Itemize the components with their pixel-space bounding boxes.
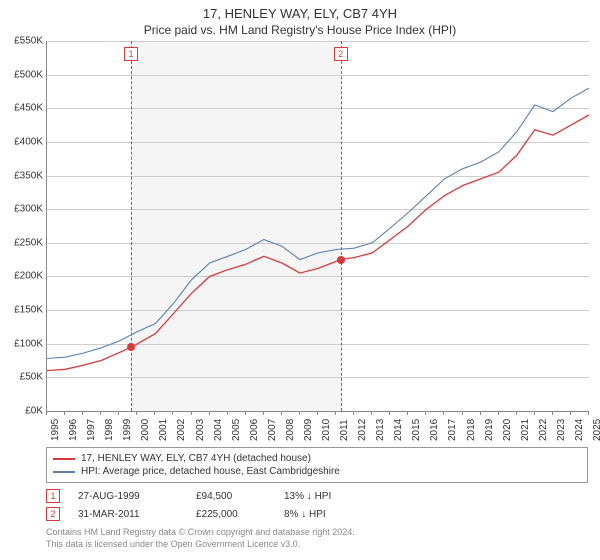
x-axis-label: 2021 (520, 419, 531, 441)
tx-diff: 8% ↓ HPI (284, 509, 326, 520)
y-axis-label: £200K (14, 271, 47, 282)
transactions-table: 1 27-AUG-1999 £94,500 13% ↓ HPI 2 31-MAR… (46, 487, 588, 523)
x-axis-label: 2024 (574, 419, 585, 441)
x-axis-label: 2019 (484, 419, 495, 441)
x-axis-label: 2000 (140, 419, 151, 441)
x-axis-label: 2006 (249, 419, 260, 441)
marker-ref: 1 (46, 489, 60, 503)
x-axis-label: 2009 (303, 419, 314, 441)
legend: 17, HENLEY WAY, ELY, CB7 4YH (detached h… (46, 447, 588, 483)
legend-label: 17, HENLEY WAY, ELY, CB7 4YH (detached h… (81, 453, 311, 464)
legend-item: HPI: Average price, detached house, East… (53, 465, 581, 478)
x-axis-label: 2007 (267, 419, 278, 441)
x-axis-label: 2013 (375, 419, 386, 441)
chart-plot-area: £0K£50K£100K£150K£200K£250K£300K£350K£40… (46, 41, 589, 412)
tx-price: £225,000 (196, 509, 266, 520)
tx-diff: 13% ↓ HPI (284, 491, 331, 502)
chart-marker: 2 (334, 47, 348, 61)
tx-date: 27-AUG-1999 (78, 491, 178, 502)
x-axis-label: 2018 (466, 419, 477, 441)
table-row: 1 27-AUG-1999 £94,500 13% ↓ HPI (46, 487, 588, 505)
x-axis-label: 2010 (321, 419, 332, 441)
legend-item: 17, HENLEY WAY, ELY, CB7 4YH (detached h… (53, 452, 581, 465)
table-row: 2 31-MAR-2011 £225,000 8% ↓ HPI (46, 505, 588, 523)
y-axis-label: £450K (14, 103, 47, 114)
x-axis-label: 2022 (538, 419, 549, 441)
footer-line: Contains HM Land Registry data © Crown c… (46, 527, 588, 539)
y-axis-label: £250K (14, 237, 47, 248)
legend-label: HPI: Average price, detached house, East… (81, 466, 340, 477)
chart-subtitle: Price paid vs. HM Land Registry's House … (0, 21, 600, 41)
x-axis-label: 2025 (592, 419, 600, 441)
x-axis-label: 2017 (447, 419, 458, 441)
x-axis-label: 2016 (429, 419, 440, 441)
tx-price: £94,500 (196, 491, 266, 502)
y-axis-label: £350K (14, 170, 47, 181)
x-axis-label: 1997 (86, 419, 97, 441)
y-axis-label: £500K (14, 69, 47, 80)
x-axis-labels: 1995 1996 1997 1998 1999 2000 2001 2002 2003 2004… (46, 411, 588, 443)
x-axis-label: 2005 (231, 419, 242, 441)
x-axis-label: 2004 (213, 419, 224, 441)
x-axis-label: 2011 (339, 419, 350, 441)
x-axis-label: 2014 (393, 419, 404, 441)
legend-swatch (53, 471, 75, 473)
y-axis-label: £400K (14, 136, 47, 147)
chart-lines (47, 41, 589, 411)
x-axis-label: 1998 (104, 419, 115, 441)
x-axis-label: 2020 (502, 419, 513, 441)
footer-attribution: Contains HM Land Registry data © Crown c… (46, 527, 588, 550)
y-axis-label: £550K (14, 36, 47, 47)
x-axis-label: 1996 (68, 419, 79, 441)
y-axis-label: £0K (25, 406, 47, 417)
legend-swatch (53, 458, 75, 460)
x-axis-label: 2002 (176, 419, 187, 441)
chart-marker: 1 (124, 47, 138, 61)
x-axis-label: 1999 (122, 419, 133, 441)
y-axis-label: £150K (14, 305, 47, 316)
x-axis-label: 1995 (50, 419, 61, 441)
marker-ref: 2 (46, 507, 60, 521)
x-axis-label: 2023 (556, 419, 567, 441)
footer-line: This data is licensed under the Open Gov… (46, 539, 588, 551)
chart-title: 17, HENLEY WAY, ELY, CB7 4YH (0, 0, 600, 21)
x-axis-label: 2003 (195, 419, 206, 441)
y-axis-label: £100K (14, 338, 47, 349)
tx-date: 31-MAR-2011 (78, 509, 178, 520)
y-axis-label: £300K (14, 204, 47, 215)
x-axis-label: 2008 (285, 419, 296, 441)
x-axis-label: 2001 (158, 419, 169, 441)
y-axis-label: £50K (20, 372, 47, 383)
x-axis-label: 2012 (357, 419, 368, 441)
x-axis-label: 2015 (411, 419, 422, 441)
